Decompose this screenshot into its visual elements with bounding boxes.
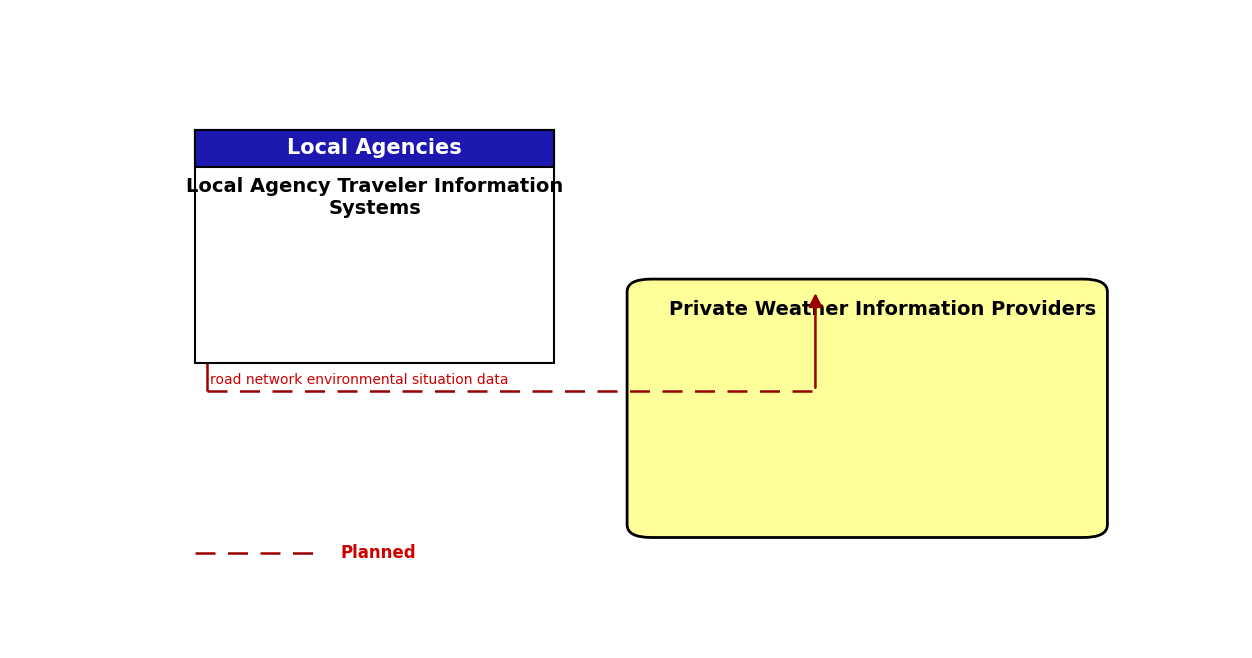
Text: Private Weather Information Providers: Private Weather Information Providers (669, 300, 1096, 319)
FancyBboxPatch shape (195, 130, 555, 167)
Text: Local Agencies: Local Agencies (288, 138, 462, 159)
Text: Local Agency Traveler Information
Systems: Local Agency Traveler Information System… (187, 177, 563, 218)
FancyBboxPatch shape (195, 130, 555, 363)
FancyBboxPatch shape (627, 279, 1107, 538)
Text: Planned: Planned (341, 544, 417, 562)
Text: road network environmental situation data: road network environmental situation dat… (210, 373, 508, 387)
